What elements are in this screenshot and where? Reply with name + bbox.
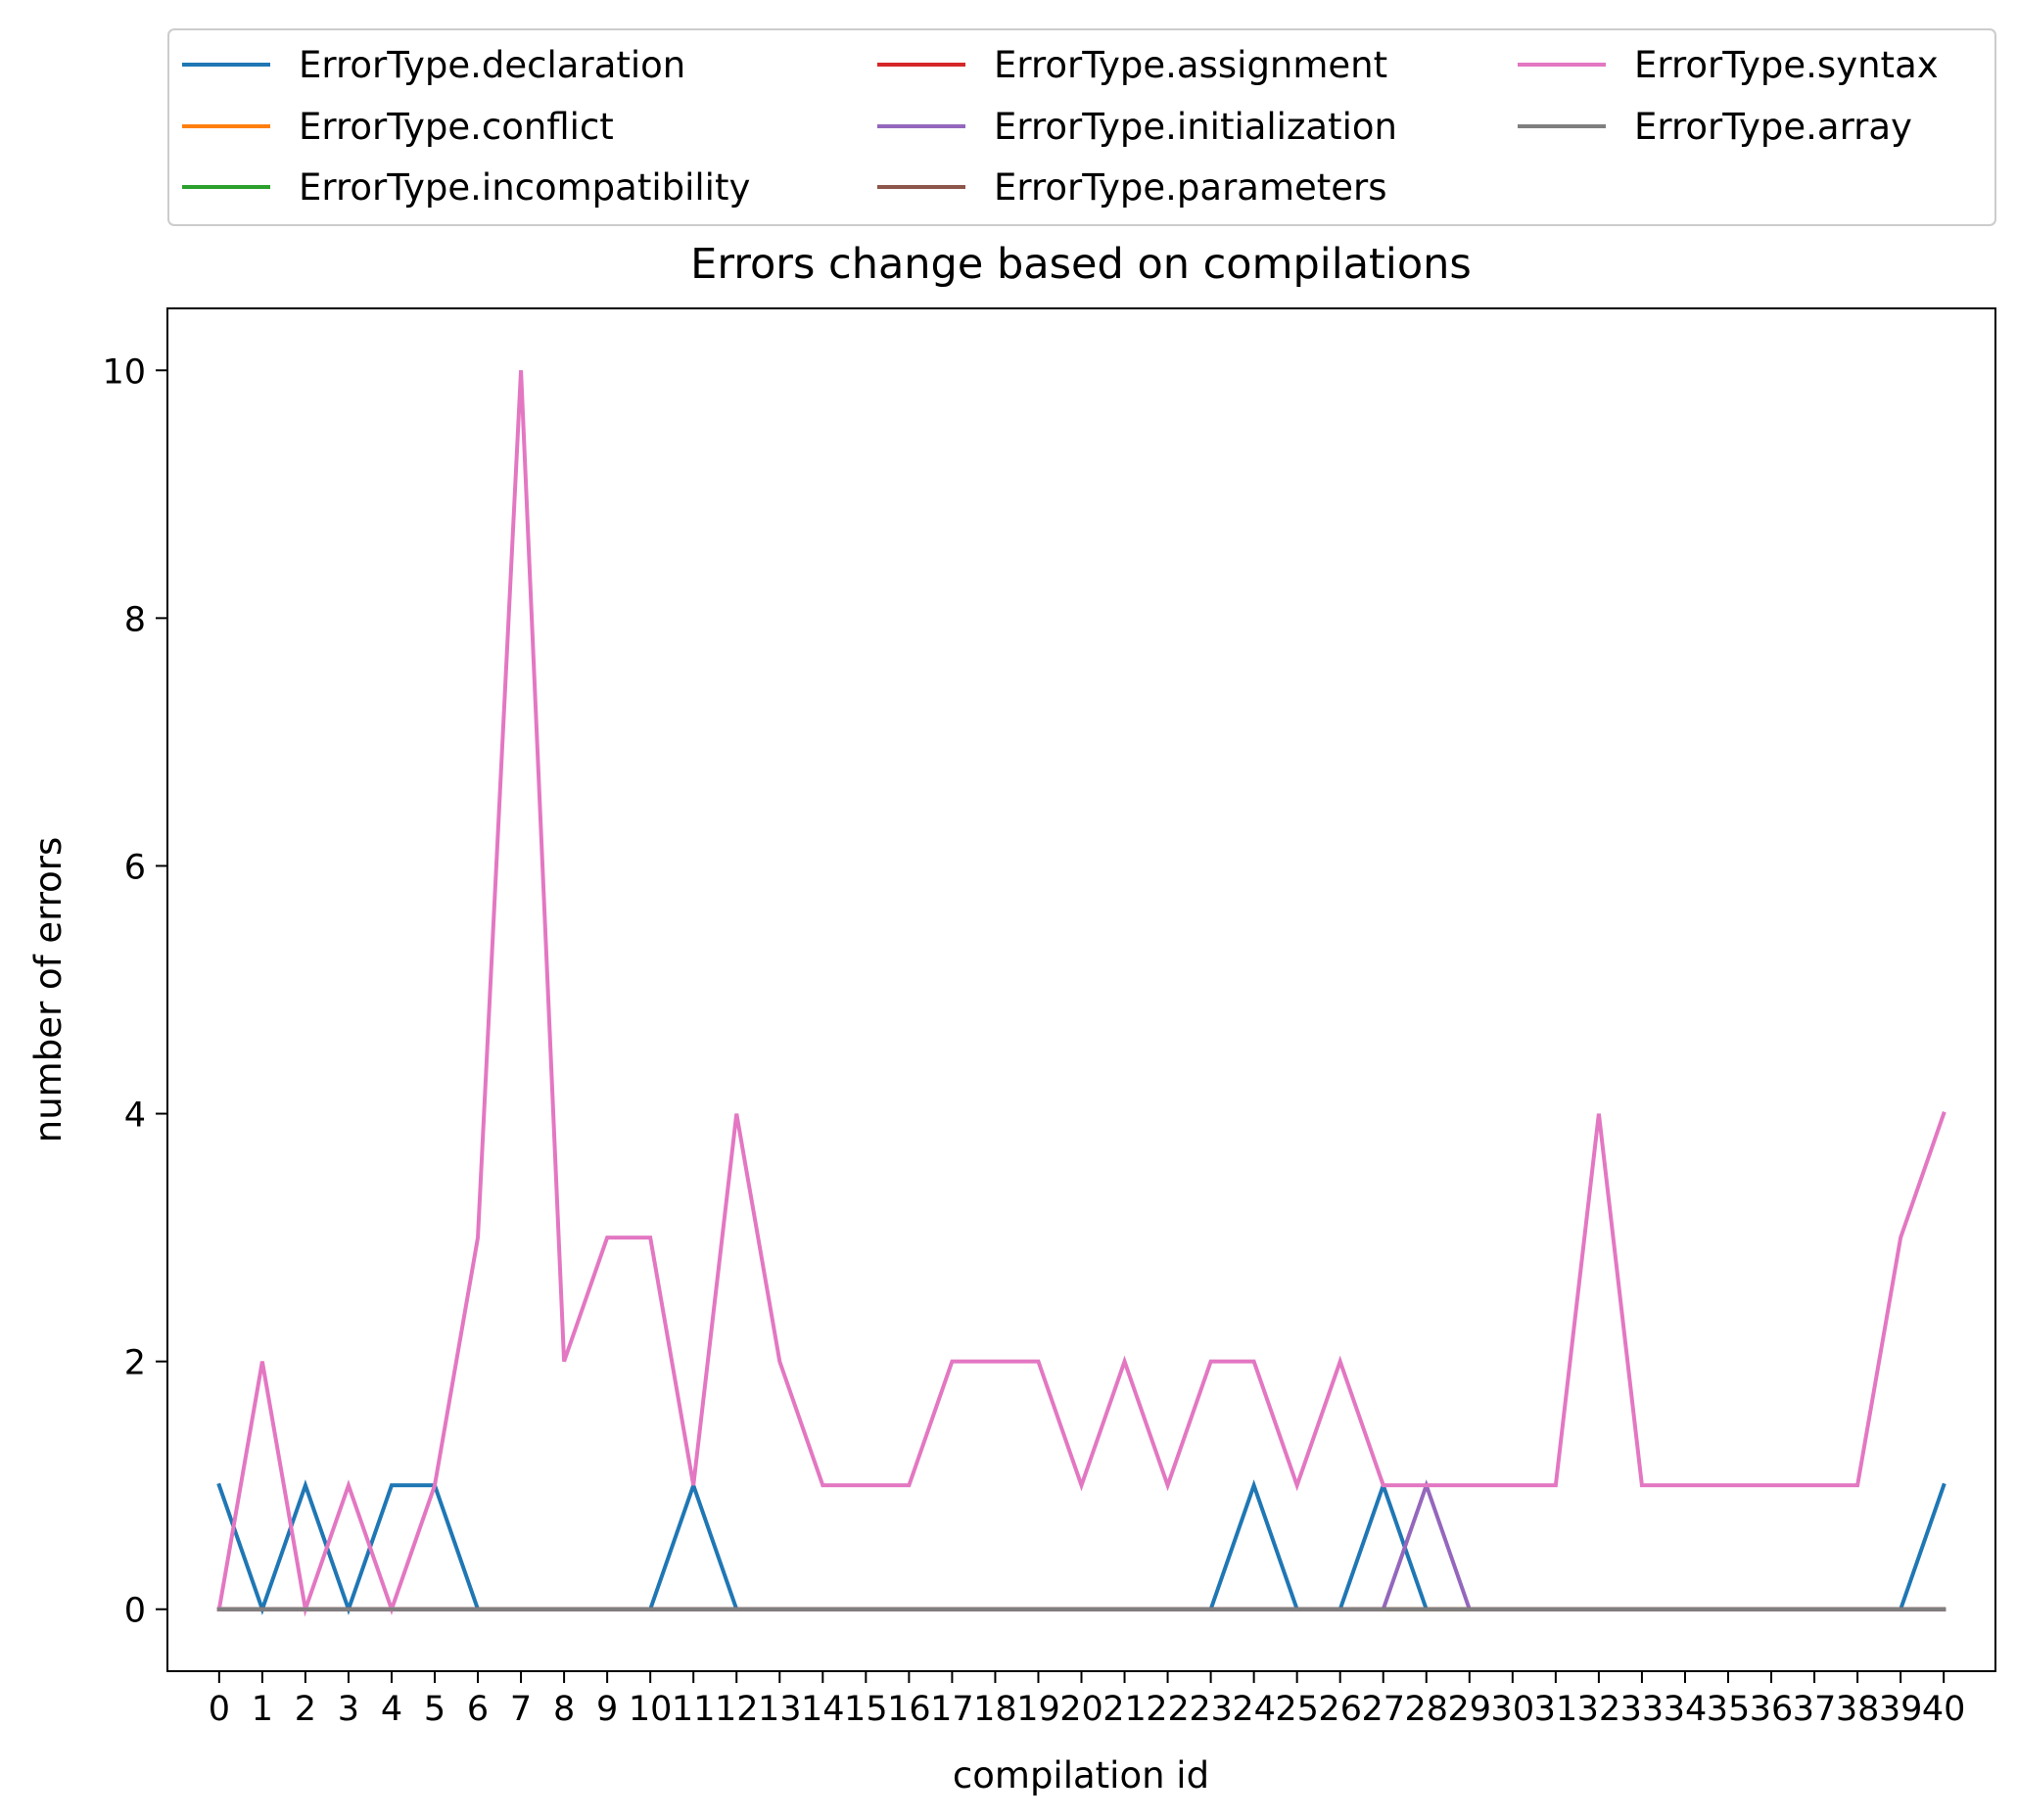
x-tick-label: 27	[1361, 1690, 1405, 1729]
legend-label: ErrorType.parameters	[994, 166, 1387, 209]
x-tick-label: 34	[1664, 1690, 1708, 1729]
x-tick-label: 24	[1232, 1690, 1276, 1729]
legend-label: ErrorType.initialization	[994, 106, 1397, 148]
x-tick-label: 25	[1275, 1690, 1319, 1729]
x-tick-label: 35	[1707, 1690, 1751, 1729]
x-tick-label: 33	[1620, 1690, 1665, 1729]
x-tick-label: 9	[596, 1690, 618, 1729]
x-tick-label: 0	[209, 1690, 230, 1729]
legend-label: ErrorType.declaration	[299, 44, 685, 86]
y-tick-label: 2	[124, 1344, 146, 1383]
x-tick-label: 28	[1404, 1690, 1448, 1729]
x-tick-label: 19	[1016, 1690, 1060, 1729]
x-tick-label: 13	[758, 1690, 802, 1729]
y-axis-label: number of errors	[27, 837, 70, 1143]
x-tick-label: 38	[1836, 1690, 1880, 1729]
x-tick-label: 4	[381, 1690, 402, 1729]
x-tick-label: 29	[1448, 1690, 1492, 1729]
x-axis: 0 1 2 3 4 5 6 7 8 9 10 11 12 13 14 15 16 17 18 19 20 21 22 23 24…	[209, 1671, 1966, 1729]
x-tick-label: 23	[1189, 1690, 1233, 1729]
legend-label: ErrorType.conflict	[299, 106, 614, 148]
x-tick-label: 31	[1534, 1690, 1578, 1729]
x-tick-label: 20	[1059, 1690, 1103, 1729]
x-tick-label: 10	[629, 1690, 673, 1729]
legend-label: ErrorType.incompatibility	[299, 166, 750, 209]
chart-title: Errors change based on compilations	[690, 240, 1472, 289]
x-tick-label: 7	[510, 1690, 532, 1729]
x-tick-label: 37	[1793, 1690, 1837, 1729]
legend-label: ErrorType.assignment	[994, 44, 1387, 86]
x-tick-label: 39	[1879, 1690, 1923, 1729]
x-tick-label: 32	[1577, 1690, 1621, 1729]
x-tick-label: 30	[1491, 1690, 1535, 1729]
x-tick-label: 26	[1318, 1690, 1362, 1729]
y-tick-label: 8	[124, 600, 146, 639]
y-tick-label: 4	[124, 1097, 146, 1136]
x-tick-label: 14	[801, 1690, 845, 1729]
series-line-errortype-syntax	[216, 370, 1947, 1617]
x-tick-label: 2	[295, 1690, 316, 1729]
legend-label: ErrorType.syntax	[1634, 44, 1939, 86]
legend-label: ErrorType.array	[1634, 106, 1912, 148]
x-tick-label: 11	[672, 1690, 716, 1729]
y-tick-label: 6	[124, 848, 146, 887]
y-tick-label: 0	[124, 1592, 146, 1631]
x-tick-label: 5	[424, 1690, 446, 1729]
x-tick-label: 15	[844, 1690, 888, 1729]
y-axis: 0 2 4 6 8 10	[102, 352, 167, 1631]
x-tick-label: 12	[715, 1690, 759, 1729]
x-tick-label: 18	[973, 1690, 1017, 1729]
x-tick-label: 21	[1102, 1690, 1147, 1729]
y-tick-label: 10	[102, 352, 146, 392]
x-tick-label: 6	[467, 1690, 489, 1729]
x-axis-label: compilation id	[953, 1754, 1209, 1797]
legend-frame	[167, 28, 1996, 226]
plot-area: 0 1 2 3 4 5 6 7 8 9 10 11 12 13 14 15 16 17 18 19 20 21 22 23 24…	[102, 307, 1996, 1729]
x-tick-label: 1	[252, 1690, 273, 1729]
x-tick-label: 8	[553, 1690, 575, 1729]
x-tick-label: 36	[1750, 1690, 1794, 1729]
x-tick-label: 3	[338, 1690, 359, 1729]
legend: ErrorType.declaration ErrorType.conflict E…	[167, 28, 1996, 226]
x-tick-label: 22	[1146, 1690, 1190, 1729]
x-tick-label: 17	[930, 1690, 974, 1729]
x-tick-label: 16	[887, 1690, 931, 1729]
x-tick-label: 40	[1922, 1690, 1966, 1729]
